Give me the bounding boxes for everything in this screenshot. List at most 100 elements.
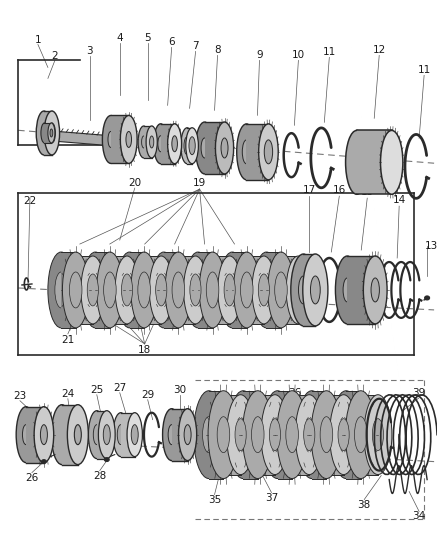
Text: 6: 6 xyxy=(168,37,175,47)
Ellipse shape xyxy=(73,274,84,306)
Text: 30: 30 xyxy=(173,385,186,395)
Ellipse shape xyxy=(189,137,195,155)
Ellipse shape xyxy=(271,417,284,453)
Polygon shape xyxy=(113,256,127,324)
Ellipse shape xyxy=(81,256,105,324)
Ellipse shape xyxy=(315,395,343,474)
Ellipse shape xyxy=(175,274,187,306)
Ellipse shape xyxy=(311,391,342,479)
Text: 2: 2 xyxy=(52,52,58,61)
Polygon shape xyxy=(97,411,107,458)
Ellipse shape xyxy=(221,138,228,158)
Ellipse shape xyxy=(206,272,219,308)
Ellipse shape xyxy=(424,296,430,300)
Polygon shape xyxy=(347,256,375,324)
Text: 21: 21 xyxy=(61,335,74,345)
Ellipse shape xyxy=(172,136,177,152)
Ellipse shape xyxy=(138,272,150,308)
Ellipse shape xyxy=(179,409,197,461)
Text: 28: 28 xyxy=(93,471,106,481)
Text: 25: 25 xyxy=(90,385,103,395)
Ellipse shape xyxy=(237,124,256,180)
Ellipse shape xyxy=(350,395,377,474)
Polygon shape xyxy=(147,256,161,324)
Ellipse shape xyxy=(138,126,149,158)
Polygon shape xyxy=(130,252,144,328)
Ellipse shape xyxy=(303,254,328,326)
Ellipse shape xyxy=(304,419,315,450)
Ellipse shape xyxy=(44,111,60,155)
Ellipse shape xyxy=(237,256,261,324)
Ellipse shape xyxy=(107,274,118,306)
Ellipse shape xyxy=(34,407,54,463)
Ellipse shape xyxy=(242,140,251,164)
Ellipse shape xyxy=(168,124,182,164)
Polygon shape xyxy=(44,111,52,155)
Ellipse shape xyxy=(121,274,133,306)
Ellipse shape xyxy=(331,391,361,479)
Ellipse shape xyxy=(88,411,105,458)
Ellipse shape xyxy=(244,274,255,306)
Ellipse shape xyxy=(219,252,246,328)
Ellipse shape xyxy=(343,278,351,302)
Text: 23: 23 xyxy=(13,391,27,401)
Polygon shape xyxy=(205,122,225,174)
Text: 3: 3 xyxy=(86,46,93,56)
Ellipse shape xyxy=(102,116,119,164)
Polygon shape xyxy=(121,413,135,457)
Text: 15: 15 xyxy=(360,187,374,197)
Ellipse shape xyxy=(165,252,191,328)
Polygon shape xyxy=(304,254,315,326)
Polygon shape xyxy=(111,116,129,164)
Ellipse shape xyxy=(237,417,250,453)
Ellipse shape xyxy=(217,417,230,453)
Polygon shape xyxy=(226,395,240,474)
Ellipse shape xyxy=(298,276,308,304)
Text: 19: 19 xyxy=(193,178,206,188)
Ellipse shape xyxy=(226,395,254,474)
Text: 35: 35 xyxy=(208,495,221,505)
Ellipse shape xyxy=(199,252,226,328)
Ellipse shape xyxy=(42,459,46,464)
Ellipse shape xyxy=(338,419,349,450)
Ellipse shape xyxy=(117,425,124,445)
Ellipse shape xyxy=(251,417,264,453)
Ellipse shape xyxy=(311,276,320,304)
Polygon shape xyxy=(181,256,195,324)
Polygon shape xyxy=(209,391,223,479)
Polygon shape xyxy=(164,252,178,328)
Text: 39: 39 xyxy=(413,387,426,398)
Ellipse shape xyxy=(162,409,181,461)
Ellipse shape xyxy=(16,407,36,463)
Ellipse shape xyxy=(101,256,124,324)
Ellipse shape xyxy=(194,391,224,479)
Ellipse shape xyxy=(203,256,227,324)
Ellipse shape xyxy=(286,417,298,453)
Text: 1: 1 xyxy=(35,36,41,45)
Text: 18: 18 xyxy=(138,345,151,355)
Text: 38: 38 xyxy=(357,499,371,510)
Ellipse shape xyxy=(97,252,123,328)
Ellipse shape xyxy=(291,254,316,326)
Text: 16: 16 xyxy=(333,185,346,195)
Polygon shape xyxy=(78,256,93,324)
Ellipse shape xyxy=(372,419,384,450)
Polygon shape xyxy=(364,395,378,474)
Ellipse shape xyxy=(40,425,47,445)
Ellipse shape xyxy=(22,425,29,445)
Ellipse shape xyxy=(55,272,67,308)
Ellipse shape xyxy=(340,417,353,453)
Ellipse shape xyxy=(269,419,280,450)
Ellipse shape xyxy=(323,419,335,450)
Ellipse shape xyxy=(172,272,185,308)
Text: 37: 37 xyxy=(265,492,278,503)
Text: 17: 17 xyxy=(303,185,316,195)
Ellipse shape xyxy=(67,405,88,465)
Ellipse shape xyxy=(364,256,387,324)
Ellipse shape xyxy=(224,274,235,306)
Ellipse shape xyxy=(104,272,116,308)
Ellipse shape xyxy=(202,417,215,453)
Ellipse shape xyxy=(295,395,323,474)
Ellipse shape xyxy=(358,419,369,450)
Ellipse shape xyxy=(354,417,367,453)
